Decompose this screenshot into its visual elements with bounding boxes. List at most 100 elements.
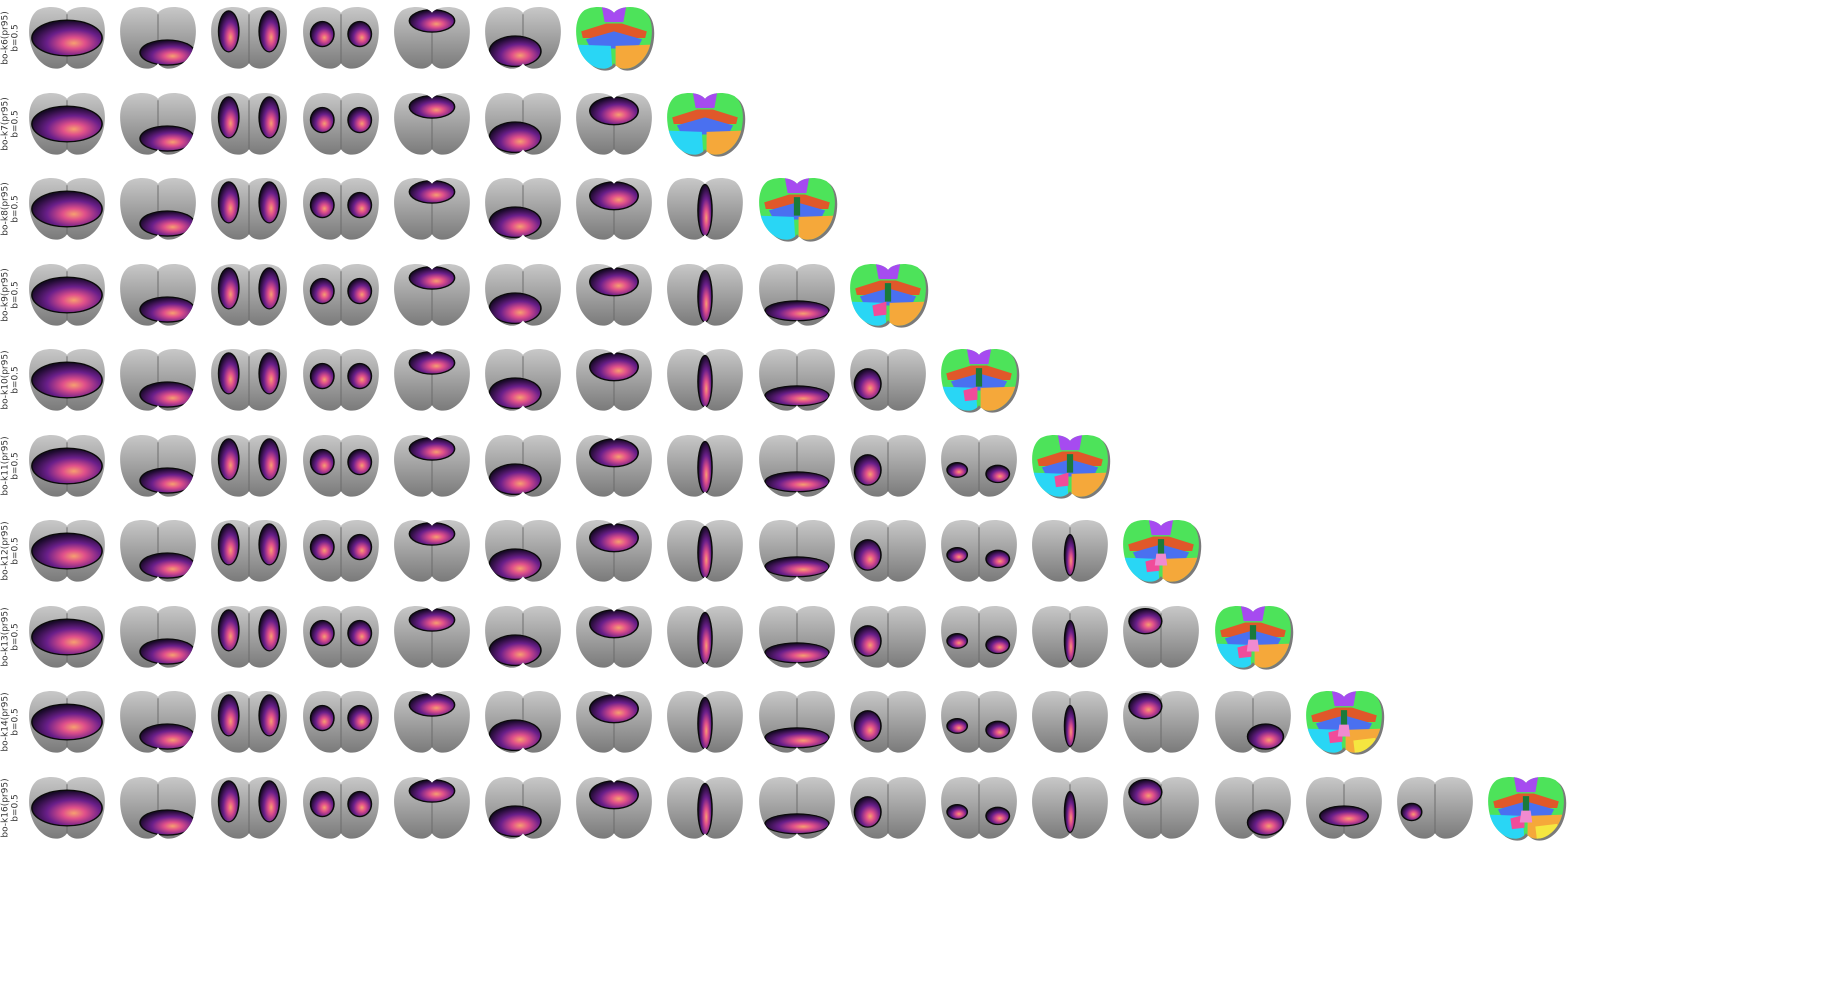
cluster-blob: [409, 608, 454, 630]
cluster-map-r4-c2: [211, 349, 288, 411]
cluster-blob: [219, 781, 239, 821]
row-label-text: bo-k13(pr95): [1, 606, 11, 667]
cluster-map-r2-c0: [29, 178, 105, 240]
cluster-map-r0-c2: [211, 7, 288, 69]
row-sublabel-text: b=0.5: [11, 280, 21, 309]
cluster-map-r5-c3: [302, 434, 379, 497]
cluster-map-r7-c9: [849, 605, 926, 668]
cluster-blob: [1402, 803, 1421, 820]
row-label-text: bo-k10(pr95): [1, 350, 11, 410]
cluster-blob: [1130, 779, 1162, 804]
cluster-map-r1-c2: [211, 92, 288, 155]
cluster-map-r6-c4: [393, 520, 470, 582]
row-label: bo-k16(pr95) b=0.5: [0, 765, 22, 851]
cluster-map-r8-c9: [849, 691, 926, 753]
cluster-map-r7-c4: [393, 605, 470, 668]
cluster-map-r7-c12: [1123, 605, 1200, 668]
row-sublabel-text: b=0.5: [11, 451, 21, 480]
cluster-blob: [310, 278, 333, 303]
cluster-blob: [947, 548, 967, 562]
cluster-blob: [699, 356, 712, 407]
cluster-map-r6-c10: [941, 520, 1017, 582]
row-label-text: bo-k7(pr95): [1, 96, 11, 151]
cluster-blob: [490, 549, 541, 579]
cluster-map-r9-c9: [849, 776, 926, 839]
cluster-blob: [310, 449, 333, 474]
row-sublabel-text: b=0.5: [11, 537, 21, 565]
cluster-blob: [855, 454, 880, 484]
cluster-map-r4-c6: [576, 349, 653, 411]
cluster-map-r8-c6: [576, 691, 653, 753]
cluster-map-r5-c1: [120, 434, 197, 497]
cluster-blob: [986, 722, 1009, 738]
cluster-map-r5-c9: [849, 434, 926, 497]
cluster-blob: [699, 783, 712, 834]
cluster-map-r9-c7: [667, 776, 744, 839]
cluster-blob: [260, 182, 280, 223]
cluster-blob: [765, 728, 828, 748]
segmentation-map-r8: [1305, 691, 1385, 755]
cluster-blob: [1247, 810, 1283, 834]
row-label-text: bo-k12(pr95): [1, 521, 11, 581]
cluster-map-r3-c0: [29, 263, 105, 326]
cluster-map-r6-c5: [485, 520, 561, 582]
cluster-blob: [260, 610, 280, 650]
cluster-blob: [947, 633, 967, 648]
cluster-map-r8-c8: [758, 691, 835, 753]
cluster-map-r2-c2: [211, 178, 288, 240]
cluster-blob: [409, 95, 454, 117]
segmentation-map-r4: [941, 349, 1020, 413]
cluster-map-r5-c10: [941, 434, 1017, 497]
segmentation-map-r1: [667, 92, 746, 157]
cluster-blob: [1130, 694, 1162, 719]
cluster-blob: [32, 704, 102, 740]
cluster-map-r3-c2: [211, 263, 288, 326]
row-label: bo-k8(pr95) b=0.5: [0, 166, 22, 252]
cluster-blob: [310, 22, 333, 46]
cluster-blob: [699, 185, 712, 236]
cluster-map-r8-c4: [393, 691, 470, 753]
segmentation-map-r5: [1032, 434, 1111, 499]
cluster-blob: [855, 711, 880, 741]
cluster-map-r3-c8: [758, 263, 835, 326]
cluster-blob: [32, 619, 102, 654]
cluster-map-r8-c12: [1123, 691, 1200, 753]
segmentation-map-r0: [576, 7, 655, 71]
cluster-blob: [141, 553, 195, 578]
row-label-text: bo-k6(pr95): [1, 11, 11, 65]
cluster-blob: [219, 610, 239, 650]
row-label: bo-k6(pr95) b=0.5: [0, 0, 22, 81]
cluster-blob: [32, 191, 102, 227]
cluster-blob: [490, 36, 541, 66]
cluster-map-r9-c2: [211, 776, 288, 839]
cluster-blob: [490, 207, 541, 237]
cluster-blob: [409, 523, 454, 545]
cluster-blob: [1065, 791, 1075, 832]
segmentation-map-r9: [1488, 776, 1567, 841]
cluster-blob: [260, 11, 280, 52]
cluster-blob: [348, 535, 371, 559]
cluster-blob: [141, 639, 195, 663]
cluster-map-r1-c0: [29, 92, 105, 155]
cluster-map-r9-c3: [302, 776, 379, 839]
row-sublabel-text: b=0.5: [11, 622, 21, 651]
cluster-map-r4-c0: [29, 349, 105, 411]
cluster-blob: [348, 706, 371, 730]
cluster-map-r8-c11: [1032, 691, 1109, 753]
cluster-blob: [219, 97, 239, 137]
cluster-blob: [590, 268, 638, 295]
cluster-blob: [348, 620, 371, 645]
cluster-blob: [855, 369, 880, 399]
row-label: bo-k14(pr95) b=0.5: [0, 679, 22, 765]
row-label: bo-k9(pr95) b=0.5: [0, 252, 22, 338]
cluster-map-r8-c3: [302, 691, 379, 753]
row-label: bo-k13(pr95) b=0.5: [0, 594, 22, 680]
cluster-blob: [219, 182, 239, 223]
cluster-map-r4-c1: [120, 349, 197, 411]
cluster-blob: [765, 386, 828, 406]
cluster-map-r3-c1: [120, 263, 197, 326]
cluster-blob: [310, 193, 333, 217]
cluster-map-r7-c10: [941, 605, 1017, 668]
cluster-blob: [1065, 706, 1075, 746]
row-sublabel-text: b=0.5: [11, 24, 21, 52]
